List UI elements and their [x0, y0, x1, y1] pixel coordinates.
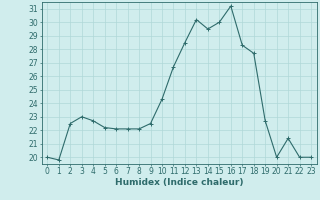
X-axis label: Humidex (Indice chaleur): Humidex (Indice chaleur): [115, 178, 244, 187]
